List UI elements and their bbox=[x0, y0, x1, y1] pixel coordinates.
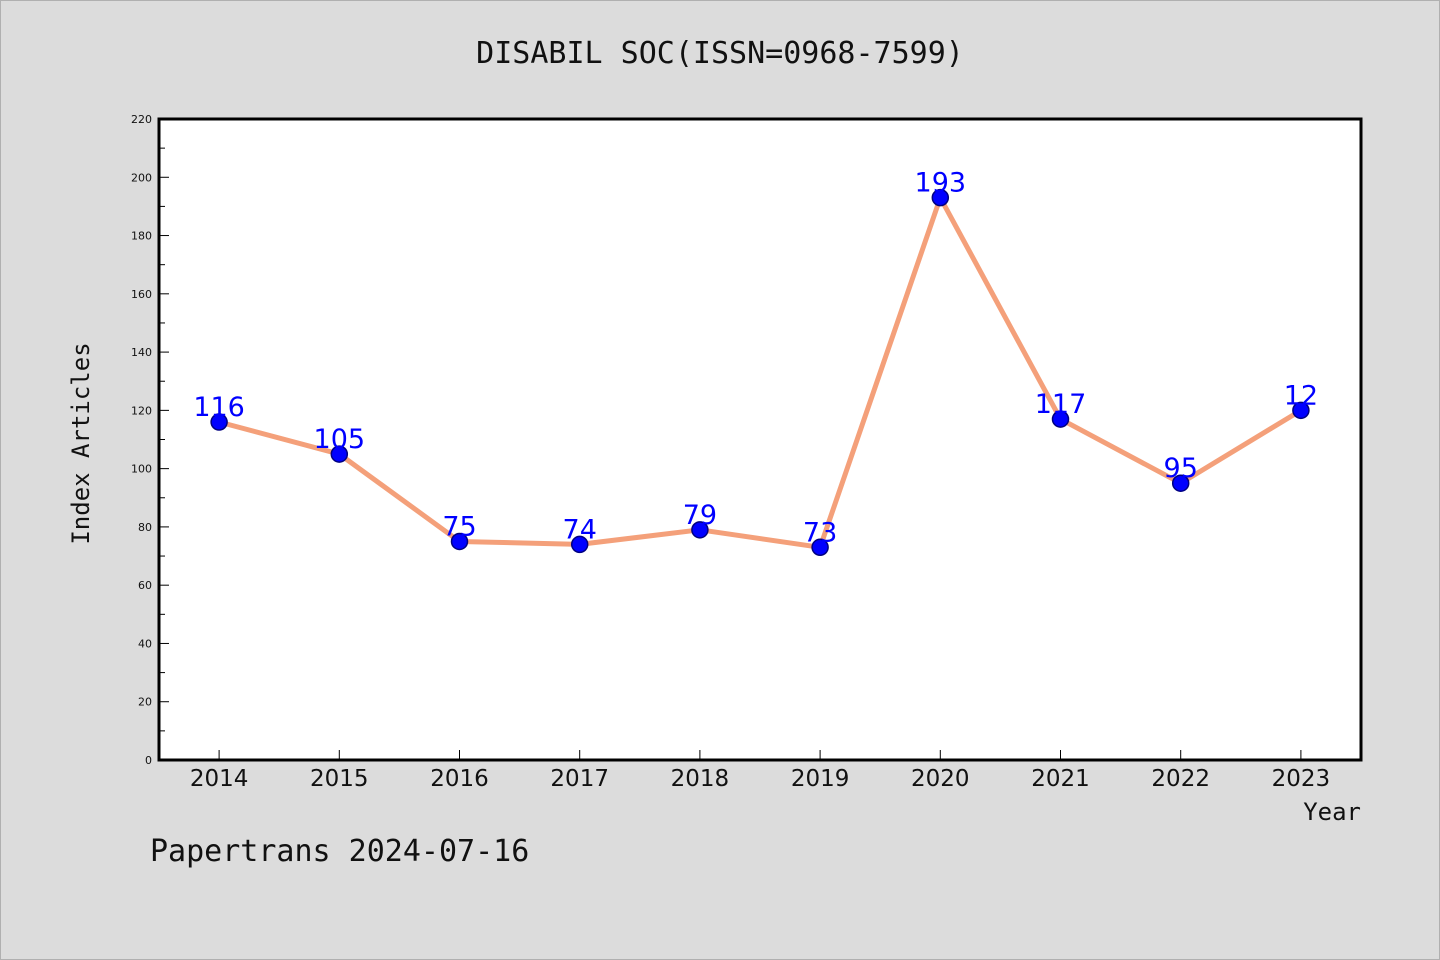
data-label: 116 bbox=[193, 392, 245, 423]
data-label: 12 bbox=[1284, 380, 1318, 411]
data-point bbox=[1292, 401, 1310, 420]
x-tick-label: 2014 bbox=[190, 766, 249, 792]
data-label: 105 bbox=[314, 424, 366, 455]
data-point bbox=[570, 535, 589, 554]
x-tick-label: 2017 bbox=[550, 766, 609, 792]
data-label: 95 bbox=[1164, 453, 1198, 484]
x-tick-label: 2018 bbox=[671, 766, 730, 792]
y-tick-label: 20 bbox=[138, 696, 152, 709]
data-label: 75 bbox=[442, 511, 476, 542]
y-tick-label: 200 bbox=[131, 171, 152, 184]
x-axis-title: Year bbox=[1303, 798, 1361, 826]
data-point bbox=[450, 532, 469, 551]
data-label: 74 bbox=[563, 514, 597, 545]
data-point bbox=[330, 445, 349, 463]
data-label: 117 bbox=[1035, 389, 1087, 420]
y-tick-label: 220 bbox=[131, 113, 152, 126]
x-tick-label: 2020 bbox=[911, 766, 970, 792]
series-line bbox=[216, 195, 1304, 550]
x-tick-label: 2019 bbox=[791, 766, 850, 792]
x-tick-label: 2021 bbox=[1031, 766, 1090, 792]
data-label: 79 bbox=[683, 500, 717, 531]
y-tick-label: 160 bbox=[131, 288, 152, 301]
y-tick-label: 80 bbox=[138, 521, 152, 534]
data-label: 193 bbox=[915, 168, 967, 199]
data-point bbox=[811, 538, 829, 557]
y-tick-label: 140 bbox=[131, 346, 152, 359]
plot-area bbox=[157, 117, 1363, 762]
x-tick-label: 2022 bbox=[1151, 766, 1210, 792]
y-tick-label: 60 bbox=[138, 579, 152, 592]
y-tick-label: 40 bbox=[138, 637, 152, 650]
data-point bbox=[691, 521, 709, 539]
x-tick-label: 2023 bbox=[1272, 766, 1331, 792]
y-axis-title: Index Articles bbox=[67, 342, 95, 544]
x-tick-label: 2016 bbox=[430, 766, 489, 792]
y-tick-label: 180 bbox=[131, 230, 152, 243]
y-tick-label: 100 bbox=[131, 463, 152, 476]
data-label: 73 bbox=[803, 517, 837, 548]
y-tick-label: 0 bbox=[145, 754, 152, 767]
x-tick-label: 2015 bbox=[310, 766, 369, 792]
data-point bbox=[1171, 474, 1190, 492]
data-point bbox=[1051, 410, 1070, 428]
data-point bbox=[210, 413, 228, 431]
footer-credit: Papertrans 2024-07-16 bbox=[150, 834, 530, 869]
chart-title: DISABIL SOC(ISSN=0968-7599) bbox=[476, 36, 964, 71]
data-point bbox=[931, 188, 950, 207]
y-tick-label: 120 bbox=[131, 404, 152, 417]
